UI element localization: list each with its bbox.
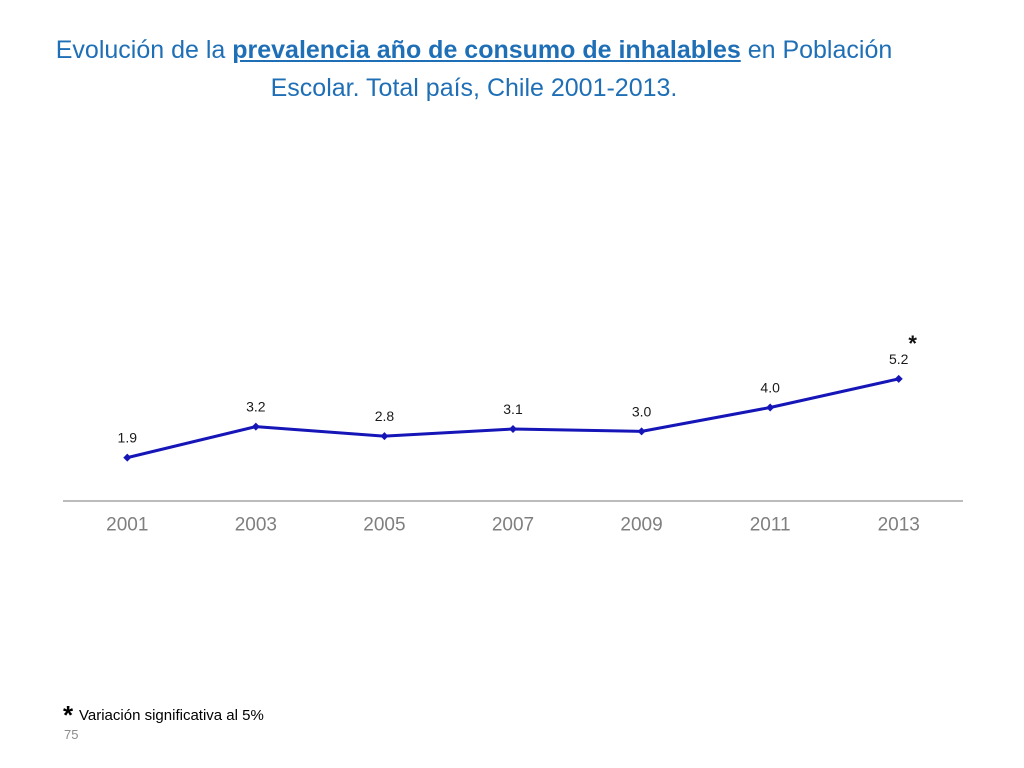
data-label-2009: 3.0 (632, 403, 652, 419)
data-point-marker-2005 (380, 432, 389, 441)
x-tick-label-2007: 2007 (492, 515, 534, 536)
x-tick-label-2003: 2003 (235, 515, 277, 536)
data-point-marker-2011 (766, 403, 775, 412)
slide-title: Evolución de la prevalencia año de consu… (24, 31, 924, 107)
data-label-2003: 3.2 (246, 399, 266, 415)
data-series-line (125, 377, 901, 460)
title-line-2: Escolar. Total país, Chile 2001-2013. (270, 74, 678, 102)
data-point-marker-2003 (251, 422, 260, 431)
title-prefix: Evolución de la (55, 36, 233, 64)
x-tick-label-2013: 2013 (878, 515, 920, 536)
data-point-marker-2009 (637, 427, 646, 436)
x-tick-label-2011: 2011 (750, 515, 791, 536)
data-label-2011: 4.0 (760, 380, 780, 396)
data-label-2001: 1.9 (118, 430, 138, 446)
data-point-marker-2001 (123, 453, 132, 462)
data-point-marker-2007 (509, 424, 517, 433)
data-label-2005: 2.8 (375, 408, 395, 424)
x-tick-label-2009: 2009 (620, 515, 662, 536)
footnote-text: Variación significativa al 5% (79, 707, 264, 724)
x-tick-label-2001: 2001 (106, 515, 148, 536)
page-number: 75 (64, 727, 79, 742)
footnote: * Variación significativa al 5% (63, 700, 293, 730)
title-suffix: en Población (740, 36, 893, 64)
line-chart: 2001 2003 2005 2007 2009 2011 2013 1.9 3.2 2.8 3.1… (63, 331, 963, 536)
footnote-asterisk: * (63, 700, 74, 730)
data-label-2007: 3.1 (503, 401, 523, 417)
title-line-1: Evolución de la prevalencia año de consu… (24, 31, 924, 69)
data-label-2013: 5.2 (889, 351, 909, 367)
data-point-marker-2013 (894, 374, 903, 383)
significance-asterisk: * (908, 331, 917, 356)
x-tick-label-2005: 2005 (363, 515, 405, 536)
title-emphasis: prevalencia año de consumo de inhalables (232, 36, 741, 64)
